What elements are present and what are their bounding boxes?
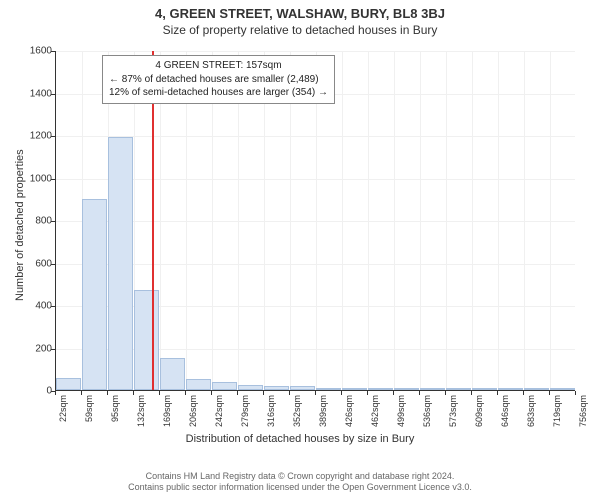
x-tick-mark: [367, 391, 368, 395]
histogram-bar: [290, 386, 315, 390]
histogram-bar: [134, 290, 159, 390]
x-tick-mark: [55, 391, 56, 395]
histogram-bar: [550, 388, 575, 390]
histogram-bar: [368, 388, 393, 390]
footer-line-2: Contains public sector information licen…: [0, 482, 600, 494]
x-tick-mark: [159, 391, 160, 395]
x-tick-label: 169sqm: [162, 395, 172, 427]
x-tick-mark: [341, 391, 342, 395]
y-tick-mark: [51, 306, 55, 307]
x-tick-mark: [393, 391, 394, 395]
x-tick-mark: [185, 391, 186, 395]
x-axis-label: Distribution of detached houses by size …: [0, 433, 600, 445]
x-tick-mark: [315, 391, 316, 395]
x-tick-label: 242sqm: [214, 395, 224, 427]
histogram-bar: [264, 386, 289, 390]
gridline-v: [394, 51, 395, 390]
y-tick-mark: [51, 221, 55, 222]
x-tick-label: 426sqm: [344, 395, 354, 427]
footer-attribution: Contains HM Land Registry data © Crown c…: [0, 471, 600, 494]
x-tick-label: 22sqm: [58, 395, 68, 422]
x-tick-label: 59sqm: [84, 395, 94, 422]
y-tick-mark: [51, 349, 55, 350]
y-tick-label: 400: [12, 301, 52, 312]
x-tick-label: 95sqm: [110, 395, 120, 422]
gridline-v: [342, 51, 343, 390]
x-tick-label: 462sqm: [370, 395, 380, 427]
histogram-bar: [82, 199, 107, 390]
histogram-bar: [108, 137, 133, 390]
x-tick-mark: [497, 391, 498, 395]
x-tick-label: 316sqm: [266, 395, 276, 427]
y-tick-mark: [51, 51, 55, 52]
callout-box: 4 GREEN STREET: 157sqm← 87% of detached …: [102, 55, 335, 104]
gridline-v: [472, 51, 473, 390]
y-tick-mark: [51, 179, 55, 180]
x-tick-mark: [107, 391, 108, 395]
callout-line: ← 87% of detached houses are smaller (2,…: [109, 73, 328, 87]
y-tick-label: 1600: [12, 46, 52, 57]
y-tick-label: 800: [12, 216, 52, 227]
y-tick-label: 1000: [12, 173, 52, 184]
y-tick-label: 200: [12, 343, 52, 354]
x-tick-mark: [237, 391, 238, 395]
x-tick-mark: [471, 391, 472, 395]
histogram-bar: [238, 385, 263, 390]
histogram-bar: [342, 388, 367, 390]
histogram-bar: [472, 388, 497, 390]
x-tick-label: 609sqm: [474, 395, 484, 427]
x-tick-mark: [263, 391, 264, 395]
x-tick-label: 132sqm: [136, 395, 146, 427]
gridline-v: [524, 51, 525, 390]
gridline-v: [420, 51, 421, 390]
chart-container: Number of detached properties 4 GREEN ST…: [0, 41, 600, 451]
histogram-bar: [498, 388, 523, 390]
gridline-v: [368, 51, 369, 390]
x-tick-label: 536sqm: [422, 395, 432, 427]
y-tick-mark: [51, 136, 55, 137]
x-tick-mark: [81, 391, 82, 395]
x-tick-mark: [133, 391, 134, 395]
callout-line: 4 GREEN STREET: 157sqm: [109, 59, 328, 73]
x-tick-label: 206sqm: [188, 395, 198, 427]
gridline-v: [550, 51, 551, 390]
x-tick-label: 499sqm: [396, 395, 406, 427]
histogram-bar: [420, 388, 445, 390]
gridline-v: [498, 51, 499, 390]
x-tick-mark: [523, 391, 524, 395]
histogram-bar: [212, 382, 237, 391]
y-tick-label: 0: [12, 386, 52, 397]
histogram-bar: [394, 388, 419, 390]
histogram-bar: [316, 388, 341, 390]
x-tick-mark: [419, 391, 420, 395]
callout-line: 12% of semi-detached houses are larger (…: [109, 86, 328, 100]
gridline-v: [446, 51, 447, 390]
x-tick-label: 389sqm: [318, 395, 328, 427]
x-tick-mark: [549, 391, 550, 395]
y-tick-mark: [51, 264, 55, 265]
histogram-bar: [160, 358, 185, 390]
x-tick-label: 279sqm: [240, 395, 250, 427]
histogram-bar: [186, 379, 211, 390]
x-tick-label: 573sqm: [448, 395, 458, 427]
chart-title-main: 4, GREEN STREET, WALSHAW, BURY, BL8 3BJ: [0, 0, 600, 21]
histogram-bar: [446, 388, 471, 390]
x-tick-mark: [445, 391, 446, 395]
footer-line-1: Contains HM Land Registry data © Crown c…: [0, 471, 600, 483]
y-tick-mark: [51, 94, 55, 95]
x-tick-label: 352sqm: [292, 395, 302, 427]
chart-title-sub: Size of property relative to detached ho…: [0, 21, 600, 41]
x-tick-mark: [575, 391, 576, 395]
y-tick-label: 600: [12, 258, 52, 269]
y-tick-label: 1200: [12, 131, 52, 142]
x-tick-label: 646sqm: [500, 395, 510, 427]
x-tick-label: 683sqm: [526, 395, 536, 427]
y-tick-label: 1400: [12, 88, 52, 99]
x-tick-mark: [211, 391, 212, 395]
histogram-bar: [56, 378, 81, 390]
x-tick-mark: [289, 391, 290, 395]
x-tick-label: 756sqm: [578, 395, 588, 427]
x-tick-label: 719sqm: [552, 395, 562, 427]
histogram-bar: [524, 388, 549, 390]
